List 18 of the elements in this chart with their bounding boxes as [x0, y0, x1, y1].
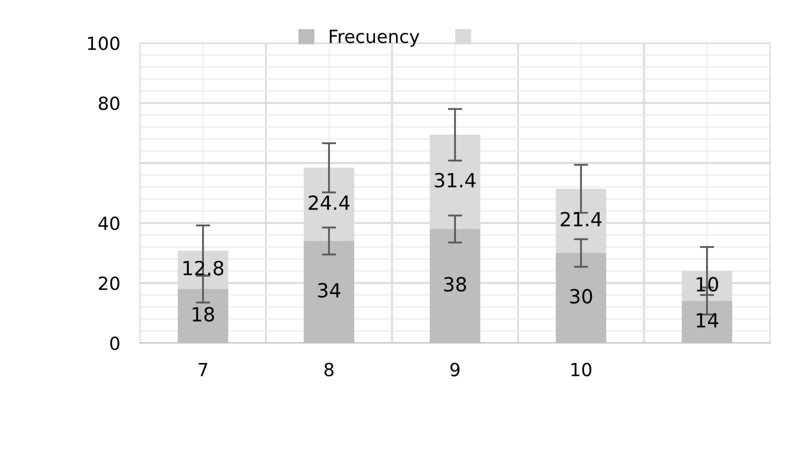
- data-label: 18: [192, 306, 214, 322]
- data-label: 14: [696, 313, 718, 328]
- data-label: 34: [318, 282, 340, 298]
- data-label: 24.4: [308, 195, 350, 210]
- y-tick-label: 40: [98, 216, 120, 230]
- data-label: 38: [444, 276, 466, 292]
- x-tick-label: 10: [571, 362, 592, 376]
- x-tick-label: 8: [324, 362, 334, 376]
- legend-label: Frecuency: [330, 30, 420, 47]
- data-label: 31.4: [434, 172, 476, 188]
- y-tick-label: 0: [110, 336, 120, 350]
- data-label: 21.4: [560, 212, 602, 226]
- y-tick-label: 80: [98, 96, 120, 110]
- y-tick-label: 100: [88, 36, 120, 50]
- x-tick-label: 7: [198, 363, 208, 376]
- x-tick-label: 9: [450, 362, 460, 376]
- data-label: 30: [570, 288, 592, 304]
- y-tick-label: 20: [98, 276, 120, 290]
